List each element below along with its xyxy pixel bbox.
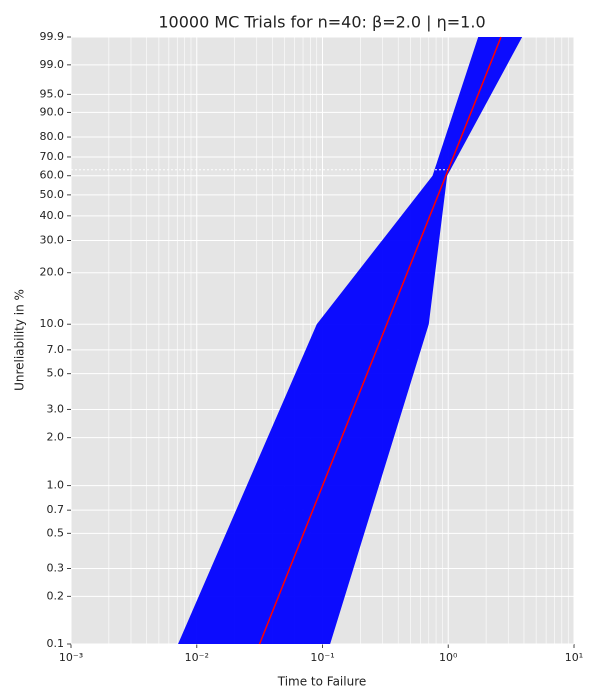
y-tick-label: 40.0: [40, 209, 65, 222]
x-axis-label: Time to Failure: [277, 675, 367, 689]
x-tick-label: 10⁰: [439, 651, 458, 664]
fit-line: [258, 36, 502, 645]
y-tick-label: 50.0: [40, 188, 65, 201]
y-tick-label: 3.0: [47, 402, 65, 415]
chart-title: 10000 MC Trials for n=40: β=2.0 | η=1.0: [158, 13, 485, 32]
x-tick-label: 10⁻³: [59, 651, 83, 664]
y-tick-label: 99.0: [40, 58, 65, 71]
y-axis-label: Unreliability in %: [13, 289, 27, 391]
x-tick-label: 10⁻¹: [310, 651, 334, 664]
y-tick-label: 0.3: [47, 561, 65, 574]
y-tick-label: 70.0: [40, 150, 65, 163]
mc-band: [178, 37, 523, 644]
y-tick-label: 2.0: [47, 431, 65, 444]
x-tick-label: 10⁻²: [185, 651, 209, 664]
y-tick-label: 20.0: [40, 266, 65, 279]
y-tick-label: 10.0: [40, 317, 65, 330]
y-tick-label: 0.1: [47, 637, 65, 650]
y-tick-label: 0.2: [47, 589, 65, 602]
y-tick-label: 80.0: [40, 130, 65, 143]
y-tick-label: 90.0: [40, 105, 65, 118]
y-tick-label: 7.0: [47, 343, 65, 356]
y-tick-label: 0.5: [47, 526, 65, 539]
y-tick-label: 95.0: [40, 87, 65, 100]
x-tick-label: 10¹: [565, 651, 583, 664]
y-tick-label: 5.0: [47, 367, 65, 380]
y-tick-label: 1.0: [47, 479, 65, 492]
y-tick-label: 0.7: [47, 503, 65, 516]
y-tick-label: 30.0: [40, 233, 65, 246]
y-tick-label: 60.0: [40, 169, 65, 182]
y-tick-label: 99.9: [40, 30, 65, 43]
